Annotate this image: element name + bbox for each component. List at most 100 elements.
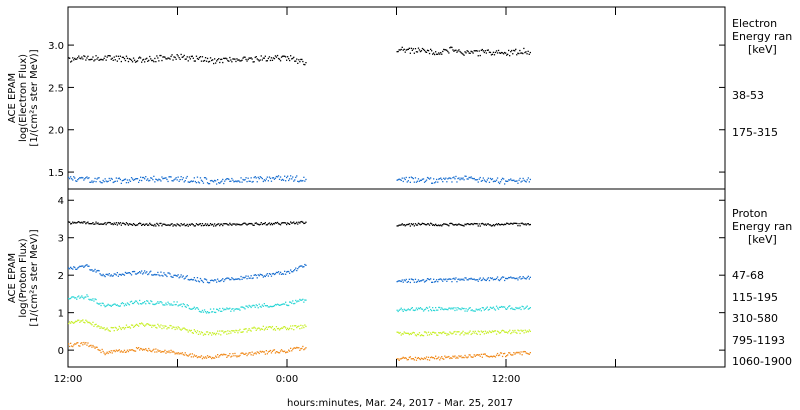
proton-point-47-68	[74, 221, 76, 224]
proton-point-115-195	[266, 273, 268, 275]
proton-point-47-68	[404, 225, 406, 227]
proton-point-115-195	[244, 276, 246, 279]
electron-point-38-53	[236, 58, 238, 60]
proton-point-1060-1900	[91, 346, 93, 348]
proton-point-1060-1900	[182, 353, 184, 356]
electron-point-175-315	[411, 177, 413, 179]
proton-point-115-195	[262, 276, 264, 278]
electron-point-175-315	[113, 181, 115, 183]
proton-point-1060-1900	[172, 350, 174, 353]
proton-point-795-1193	[169, 324, 171, 327]
proton-point-47-68	[423, 223, 426, 225]
proton-point-795-1193	[280, 327, 283, 329]
proton-point-47-68	[406, 223, 408, 226]
electron-point-175-315	[482, 177, 484, 179]
proton-point-795-1193	[249, 329, 251, 331]
proton-point-115-195	[460, 278, 462, 280]
electron-point-38-53	[494, 51, 497, 54]
proton-point-115-195	[448, 278, 450, 280]
proton-point-795-1193	[521, 330, 523, 332]
electron-point-38-53	[294, 60, 296, 62]
electron-point-175-315	[501, 177, 504, 179]
proton-point-115-195	[443, 278, 445, 280]
proton-point-1060-1900	[519, 353, 521, 355]
electron-point-175-315	[405, 176, 407, 179]
electron-point-175-315	[524, 180, 526, 182]
proton-point-795-1193	[94, 324, 96, 326]
proton-point-795-1193	[157, 323, 159, 325]
electron-point-175-315	[146, 179, 148, 181]
electron-point-175-315	[80, 177, 82, 179]
electron-point-175-315	[450, 177, 452, 180]
electron-point-38-53	[127, 60, 130, 63]
proton-point-115-195	[234, 278, 236, 281]
electron-point-175-315	[89, 181, 91, 183]
proton-point-115-195	[136, 272, 139, 274]
proton-point-115-195	[401, 279, 403, 281]
proton-point-115-195	[494, 278, 497, 281]
electron-point-175-315	[68, 176, 70, 179]
proton-point-1060-1900	[93, 346, 95, 348]
proton-point-115-195	[204, 278, 207, 280]
proton-point-1060-1900	[213, 357, 215, 359]
proton-point-47-68	[227, 224, 229, 226]
proton-point-1060-1900	[147, 350, 149, 352]
proton-point-310-580	[190, 308, 192, 310]
proton-point-115-195	[288, 270, 290, 273]
proton-point-115-195	[440, 278, 442, 280]
electron-point-38-53	[158, 60, 160, 62]
proton-point-310-580	[235, 308, 237, 310]
electron-point-38-53	[404, 51, 406, 53]
proton-point-47-68	[411, 224, 413, 226]
proton-point-795-1193	[222, 330, 224, 332]
electron-point-175-315	[272, 177, 275, 179]
proton-point-795-1193	[196, 330, 199, 332]
proton-point-47-68	[259, 223, 261, 226]
proton-point-47-68	[138, 223, 140, 225]
proton-point-310-580	[216, 308, 218, 310]
proton-point-47-68	[421, 222, 424, 224]
proton-point-310-580	[206, 311, 209, 313]
proton-point-47-68	[221, 223, 223, 225]
proton-point-310-580	[274, 303, 277, 306]
electron-plot-frame	[67, 6, 726, 190]
electron-point-175-315	[258, 178, 260, 180]
proton-point-795-1193	[145, 324, 147, 326]
proton-point-47-68	[501, 223, 504, 226]
electron-point-38-53	[110, 58, 112, 60]
proton-point-795-1193	[277, 327, 280, 330]
electron-point-175-315	[489, 177, 492, 180]
proton-point-310-580	[299, 298, 301, 301]
proton-point-1060-1900	[268, 350, 271, 352]
electron-point-38-53	[503, 53, 505, 55]
proton-point-795-1193	[486, 331, 488, 333]
electron-legend-title-2: Energy ran	[732, 30, 792, 43]
electron-point-38-53	[188, 56, 190, 58]
proton-point-310-580	[234, 308, 236, 310]
proton-point-310-580	[141, 303, 143, 305]
proton-point-47-68	[248, 222, 250, 225]
electron-point-38-53	[458, 49, 460, 51]
proton-point-47-68	[162, 223, 164, 225]
electron-point-38-53	[117, 55, 119, 57]
proton-point-1060-1900	[68, 343, 70, 345]
proton-point-115-195	[251, 277, 253, 280]
proton-point-47-68	[181, 224, 183, 226]
electron-point-175-315	[161, 176, 163, 178]
proton-point-1060-1900	[253, 352, 255, 355]
electron-point-175-315	[159, 179, 161, 181]
proton-point-795-1193	[135, 323, 138, 326]
proton-point-310-580	[204, 311, 207, 313]
proton-point-795-1193	[150, 324, 152, 326]
electron-point-38-53	[176, 54, 178, 56]
proton-point-115-195	[459, 279, 461, 281]
proton-point-115-195	[231, 277, 233, 279]
proton-point-1060-1900	[206, 355, 209, 357]
electron-point-38-53	[178, 57, 180, 59]
electron-point-175-315	[109, 179, 111, 182]
electron-point-38-53	[157, 57, 159, 59]
electron-point-38-53	[148, 59, 150, 62]
proton-point-310-580	[96, 302, 98, 304]
proton-point-115-195	[295, 267, 297, 269]
proton-point-795-1193	[100, 326, 102, 328]
